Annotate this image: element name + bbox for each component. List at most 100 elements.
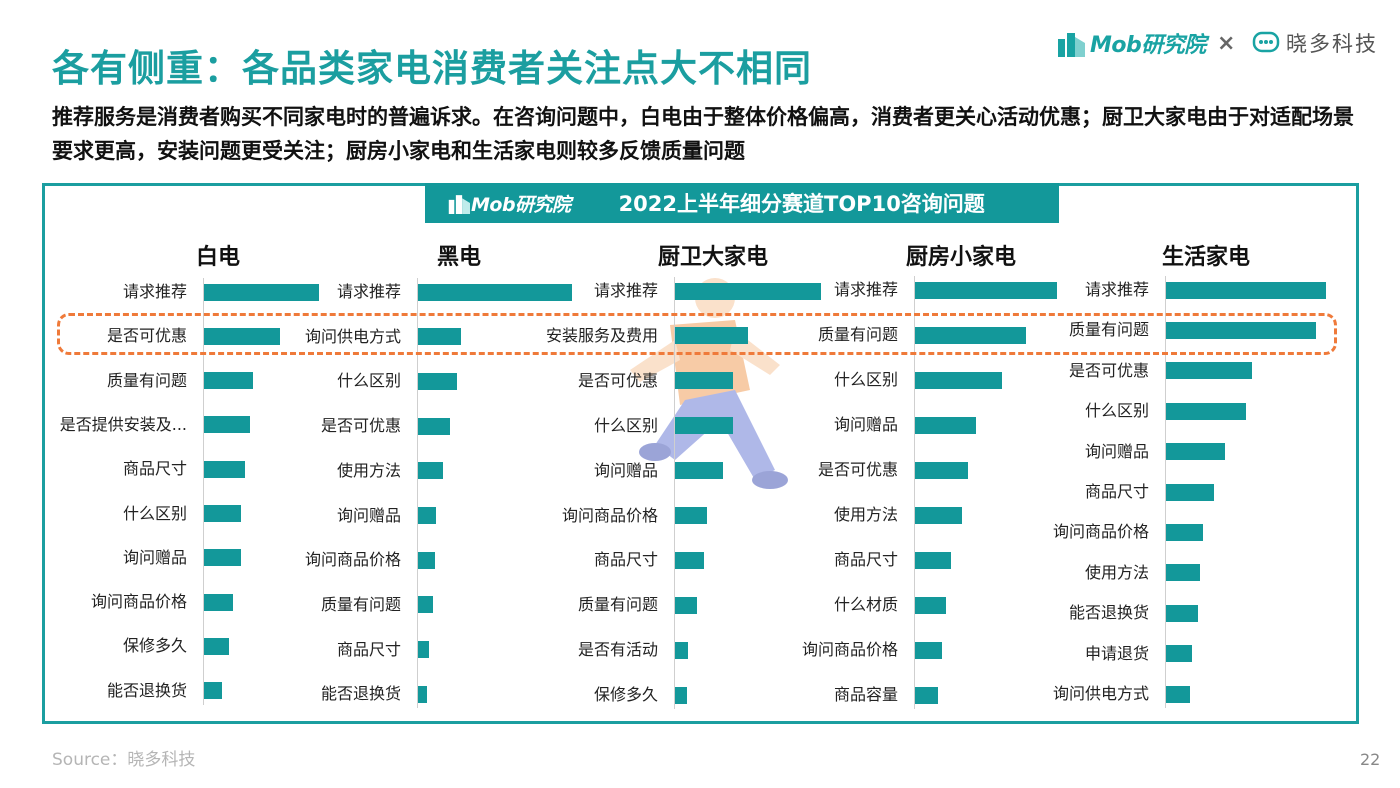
chart-3-title: 厨卫大家电 bbox=[658, 245, 769, 270]
bar bbox=[204, 593, 233, 611]
bar bbox=[418, 551, 435, 569]
bar-label: 能否退换货 bbox=[106, 680, 187, 700]
bar bbox=[1166, 645, 1192, 663]
bar-label: 质量有问题 bbox=[106, 370, 187, 390]
bar-label: 什么区别 bbox=[593, 415, 658, 435]
bar-label: 询问供电方式 bbox=[304, 326, 401, 346]
bar-label: 质量有问题 bbox=[577, 595, 658, 615]
bar-label: 是否可优惠 bbox=[1068, 360, 1149, 380]
bar bbox=[915, 326, 1026, 344]
bar bbox=[418, 328, 462, 346]
bar-label: 是否可优惠 bbox=[320, 416, 401, 436]
bar bbox=[675, 282, 821, 300]
bar-label: 询问赠品 bbox=[122, 547, 187, 567]
bar-label: 质量有问题 bbox=[320, 594, 401, 614]
mob-logo-icon bbox=[1056, 29, 1086, 57]
bar bbox=[675, 686, 687, 704]
bar-label: 商品容量 bbox=[833, 685, 898, 704]
bar bbox=[418, 283, 572, 301]
bar-label: 什么区别 bbox=[122, 503, 187, 523]
chart-2-title: 黑电 bbox=[437, 245, 482, 270]
mob-logo-icon bbox=[448, 195, 470, 214]
bar-label: 商品尺寸 bbox=[1084, 482, 1149, 501]
bar-label: 质量有问题 bbox=[1068, 320, 1149, 340]
bar-label: 请求推荐 bbox=[336, 282, 401, 301]
bar bbox=[204, 682, 223, 700]
bar-label: 请求推荐 bbox=[833, 280, 898, 299]
bar bbox=[418, 417, 451, 435]
bar bbox=[1166, 321, 1317, 339]
chart-title: 2022上半年细分赛道TOP10咨询问题 bbox=[618, 192, 985, 216]
bar-label: 什么区别 bbox=[833, 370, 898, 389]
bar-label: 是否可优惠 bbox=[577, 370, 658, 390]
bar-label: 询问商品价格 bbox=[304, 550, 401, 570]
brand-separator: × bbox=[1217, 30, 1236, 56]
bar-label: 询问供电方式 bbox=[1052, 684, 1149, 703]
bar-label: 安装服务及费用 bbox=[545, 325, 658, 345]
mob-brand-logo: Mob研究院 bbox=[1056, 24, 1206, 62]
chat-bubble-icon bbox=[1252, 31, 1280, 53]
bar bbox=[915, 506, 962, 524]
chart-2-axis bbox=[417, 278, 418, 709]
bar-label: 是否提供安装及... bbox=[59, 414, 187, 434]
bar bbox=[1166, 362, 1253, 380]
bar bbox=[915, 596, 947, 614]
bar-label: 询问商品价格 bbox=[561, 505, 658, 525]
bar bbox=[418, 462, 443, 480]
bar-label: 使用方法 bbox=[336, 460, 401, 480]
bar-label: 请求推荐 bbox=[1084, 280, 1149, 299]
partner-brand-logo: 晓多科技 bbox=[1252, 24, 1378, 62]
bar-label: 质量有问题 bbox=[817, 325, 898, 344]
bar-label: 询问商品价格 bbox=[801, 640, 898, 659]
bar bbox=[915, 641, 942, 659]
bar bbox=[204, 637, 230, 655]
chart-1-axis bbox=[203, 278, 204, 705]
bar-label: 保修多久 bbox=[593, 685, 658, 705]
bar bbox=[915, 416, 977, 434]
bar-label: 是否可优惠 bbox=[106, 326, 187, 346]
bar bbox=[1166, 523, 1203, 541]
chart-banner: Mob研究院 2022上半年细分赛道TOP10咨询问题 bbox=[425, 183, 1059, 223]
page-subtitle: 推荐服务是消费者购买不同家电时的普遍诉求。在咨询问题中，白电由于整体价格偏高，消… bbox=[52, 105, 1354, 163]
bar-label: 询问赠品 bbox=[593, 460, 658, 480]
bar bbox=[204, 372, 254, 390]
bar bbox=[915, 551, 951, 569]
bar-label: 什么区别 bbox=[1084, 401, 1149, 421]
bar bbox=[1166, 483, 1214, 501]
bar-label: 能否退换货 bbox=[1068, 603, 1149, 623]
bar bbox=[204, 327, 280, 345]
bar-label: 使用方法 bbox=[833, 505, 898, 524]
bar-label: 询问赠品 bbox=[1084, 441, 1149, 461]
bar bbox=[1166, 443, 1226, 461]
banner-logo-text: Mob研究院 bbox=[471, 193, 571, 216]
page-title: 各有侧重：各品类家电消费者关注点大不相同 bbox=[52, 47, 812, 90]
partner-brand-text: 晓多科技 bbox=[1286, 32, 1378, 56]
bar-label: 商品尺寸 bbox=[336, 639, 401, 659]
bar-label: 请求推荐 bbox=[122, 282, 187, 301]
bar bbox=[675, 596, 697, 614]
bar bbox=[675, 641, 689, 659]
bar-label: 询问商品价格 bbox=[1052, 522, 1149, 542]
bar-label: 什么区别 bbox=[336, 371, 401, 391]
bar-label: 能否退换货 bbox=[320, 684, 401, 704]
bar-label: 申请退货 bbox=[1084, 643, 1149, 663]
bar bbox=[915, 461, 968, 479]
bar bbox=[418, 596, 434, 614]
bar bbox=[675, 417, 734, 435]
bar-label: 是否有活动 bbox=[577, 640, 658, 660]
running-person-illustration bbox=[630, 278, 788, 489]
chart-4-axis bbox=[914, 276, 915, 709]
bar bbox=[1166, 402, 1246, 420]
bar bbox=[204, 460, 246, 478]
bar bbox=[1166, 281, 1326, 299]
bar-label: 商品尺寸 bbox=[122, 459, 187, 479]
bar-label: 什么材质 bbox=[833, 595, 898, 614]
chart-4-title: 厨房小家电 bbox=[906, 245, 1017, 270]
bar-label: 询问赠品 bbox=[336, 505, 401, 525]
bar bbox=[418, 685, 428, 703]
bar-label: 请求推荐 bbox=[593, 281, 658, 300]
bar bbox=[915, 371, 1002, 389]
bar bbox=[418, 507, 437, 524]
bar bbox=[1166, 685, 1190, 703]
chart-5-title: 生活家电 bbox=[1162, 245, 1251, 270]
